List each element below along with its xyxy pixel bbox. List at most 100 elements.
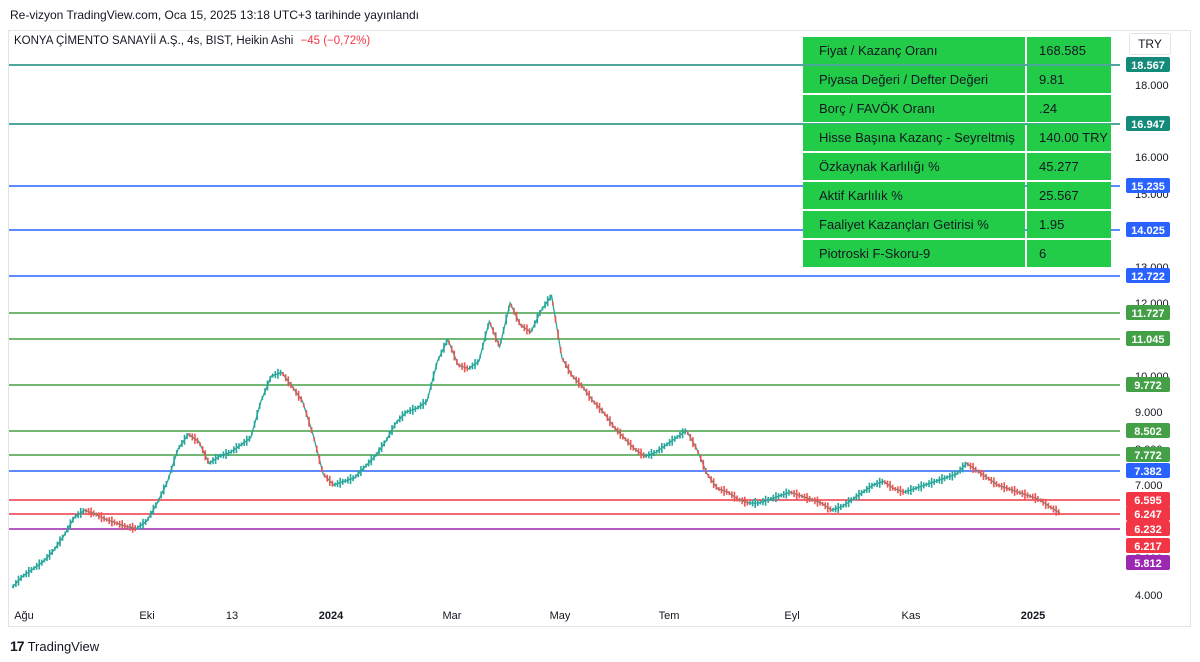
candle: [816, 496, 819, 507]
candle: [261, 396, 264, 401]
candle: [251, 431, 253, 436]
candle: [923, 482, 925, 489]
candle: [1018, 490, 1021, 495]
time-tick-label: May: [550, 610, 571, 622]
candle: [173, 456, 175, 467]
candle: [731, 491, 733, 499]
candle: [943, 475, 946, 482]
candle: [873, 482, 876, 487]
candle: [865, 486, 868, 493]
candle: [456, 358, 458, 365]
candle: [383, 440, 386, 447]
candle: [471, 362, 474, 370]
candle: [738, 497, 741, 502]
candle: [897, 486, 899, 494]
candle: [533, 320, 536, 328]
candle: [386, 437, 388, 442]
fundamental-value: 25.567: [1027, 182, 1111, 209]
candle: [33, 566, 35, 571]
candle: [430, 382, 432, 390]
candle: [232, 446, 235, 454]
candle: [523, 324, 526, 332]
candle: [401, 411, 404, 422]
candle: [977, 469, 980, 474]
chart-area[interactable]: [8, 30, 1191, 627]
candle: [41, 559, 43, 566]
candle: [230, 449, 232, 454]
candle: [852, 496, 855, 501]
symbol-title: KONYA ÇİMENTO SANAYİİ A.Ş., 4s, BIST, He…: [14, 35, 294, 47]
candle: [767, 496, 769, 503]
candle: [1011, 486, 1013, 494]
candle: [121, 520, 124, 531]
candle: [373, 454, 375, 461]
candle: [160, 491, 162, 499]
candle: [201, 446, 204, 454]
candle: [969, 462, 972, 470]
candle: [697, 450, 699, 455]
candle: [803, 493, 806, 501]
time-tick-label: 13: [226, 610, 238, 622]
candle: [370, 455, 373, 466]
time-tick-label: Kas: [902, 610, 921, 622]
candle: [79, 507, 82, 518]
tradingview-logo[interactable]: 17 TradingView: [10, 638, 99, 654]
candle: [328, 475, 331, 486]
candle: [741, 497, 744, 505]
candle: [868, 482, 871, 493]
candle: [609, 416, 611, 427]
candle: [35, 562, 38, 570]
candle: [536, 313, 539, 324]
level-price-label: 11.045: [1131, 334, 1164, 346]
candle: [484, 331, 487, 342]
candle: [290, 381, 292, 388]
fundamental-value: 45.277: [1027, 153, 1111, 180]
candle: [95, 512, 98, 517]
candle: [692, 437, 694, 448]
currency-button[interactable]: TRY: [1129, 33, 1171, 55]
candle: [365, 463, 367, 468]
candle: [282, 372, 284, 377]
candle: [513, 307, 515, 315]
candle: [627, 438, 629, 446]
candle: [1013, 485, 1016, 496]
candle: [980, 469, 982, 477]
candle: [785, 488, 788, 499]
candle: [907, 487, 910, 495]
price-tick-label: 16.000: [1135, 152, 1169, 164]
candle: [904, 489, 907, 494]
candle: [277, 368, 279, 379]
candle: [546, 296, 549, 307]
candle: [915, 486, 917, 491]
candle: [1031, 493, 1034, 501]
candle: [152, 504, 155, 515]
candle: [549, 294, 552, 301]
level-price-label: 6.595: [1134, 495, 1162, 507]
fundamental-value: 1.95: [1027, 211, 1111, 238]
candle: [648, 451, 650, 459]
candle: [837, 502, 840, 513]
candle: [938, 476, 941, 484]
candle: [666, 442, 668, 447]
candle: [437, 356, 440, 361]
candle: [1042, 498, 1044, 506]
candle: [54, 546, 56, 551]
candle: [248, 435, 251, 442]
candle: [64, 531, 66, 536]
level-price-label: 9.772: [1134, 380, 1162, 392]
candle: [702, 459, 705, 470]
candle: [1003, 482, 1006, 493]
candle: [243, 439, 245, 447]
candle: [476, 359, 479, 366]
candle: [22, 573, 25, 578]
candle: [772, 494, 775, 502]
level-price-badge: [1126, 555, 1170, 570]
candle: [622, 433, 624, 440]
candle: [575, 376, 578, 384]
candle: [928, 480, 930, 488]
candle: [744, 496, 746, 507]
candle: [212, 457, 214, 465]
candle: [292, 386, 295, 391]
candle: [175, 450, 178, 457]
extra-price-badge: [1126, 521, 1170, 536]
